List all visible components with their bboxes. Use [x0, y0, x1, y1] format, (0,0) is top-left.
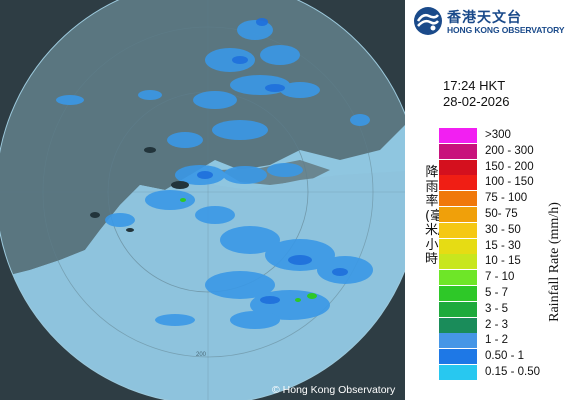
- observation-time: 17:24 HKT: [443, 78, 506, 93]
- legend-row: 1 - 2: [439, 333, 577, 349]
- legend-row: 15 - 30: [439, 238, 577, 255]
- legend-label: 2 - 3: [485, 318, 509, 331]
- legend-row: 50- 75: [439, 207, 577, 223]
- legend-swatch: [439, 286, 477, 301]
- legend-swatch: [439, 222, 477, 238]
- legend-swatch: [439, 175, 477, 191]
- org-name-zh: 香港天文台: [447, 10, 522, 26]
- legend-swatch: [439, 254, 477, 270]
- range-ring-label: 200: [196, 352, 207, 358]
- legend-row: 0.50 - 1: [439, 349, 577, 365]
- legend-label: 5 - 7: [485, 287, 509, 299]
- legend-row: 75 - 100: [439, 191, 577, 207]
- legend-label: 200 - 300: [485, 144, 534, 157]
- legend-row: 0.15 - 0.50: [439, 365, 577, 381]
- org-name-en: HONG KONG OBSERVATORY: [447, 25, 565, 35]
- legend-row: 200 - 300: [439, 143, 577, 160]
- legend-swatch: [439, 317, 477, 333]
- legend-swatch: [439, 349, 477, 365]
- legend-label: 75 - 100: [485, 192, 528, 205]
- legend-label: 30 - 50: [485, 223, 521, 236]
- legend-label: 7 - 10: [485, 271, 515, 284]
- legend-label: 50- 75: [485, 208, 518, 220]
- legend-label: 1 - 2: [485, 334, 509, 347]
- legend-row: 150 - 200: [439, 159, 577, 176]
- radar-map[interactable]: 200 © Hong Kong Observatory: [0, 0, 405, 400]
- legend-swatch: [439, 143, 477, 159]
- copyright-notice: © Hong Kong Observatory: [272, 384, 396, 396]
- legend-swatch: [439, 270, 477, 286]
- hko-logo[interactable]: 香港天文台 HONG KONG OBSERVATORY: [413, 6, 573, 40]
- hko-logo-icon: [414, 7, 442, 35]
- legend-label: 0.50 - 1: [485, 350, 524, 363]
- legend-row: 10 - 15: [439, 254, 577, 270]
- legend-row: >300: [439, 128, 577, 144]
- legend-label: 3 - 5: [485, 302, 509, 315]
- legend-swatch: [439, 333, 477, 349]
- legend-label: 0.15 - 0.50: [485, 366, 540, 378]
- legend-row: 3 - 5: [439, 301, 577, 318]
- legend-row: 30 - 50: [439, 222, 577, 239]
- legend-row: 100 - 150: [439, 175, 577, 191]
- legend-label: 150 - 200: [485, 160, 534, 173]
- legend-swatch: [439, 128, 477, 143]
- legend-swatch: [439, 301, 477, 317]
- rainfall-rate-label-zh: 降雨率(毫米/小時): [425, 165, 444, 267]
- legend-swatch: [439, 191, 477, 207]
- observation-date: 28-02-2026: [443, 94, 510, 109]
- legend-swatch: [439, 365, 477, 380]
- legend-row: 5 - 7: [439, 286, 577, 302]
- legend-swatch: [439, 238, 477, 254]
- rainfall-rate-label-en: Rainfall Rate (mm/h): [547, 202, 562, 322]
- legend-label: 15 - 30: [485, 239, 521, 252]
- legend-panel: 香港天文台 HONG KONG OBSERVATORY 17:24 HKT 28…: [405, 0, 577, 400]
- legend-label: 10 - 15: [485, 255, 521, 268]
- legend-swatch: [439, 207, 477, 222]
- legend-label: >300: [485, 129, 511, 141]
- legend-label: 100 - 150: [485, 176, 534, 189]
- legend-row: 7 - 10: [439, 270, 577, 286]
- legend-row: 2 - 3: [439, 317, 577, 334]
- radar-map-image: [0, 0, 405, 400]
- legend-swatch: [439, 159, 477, 175]
